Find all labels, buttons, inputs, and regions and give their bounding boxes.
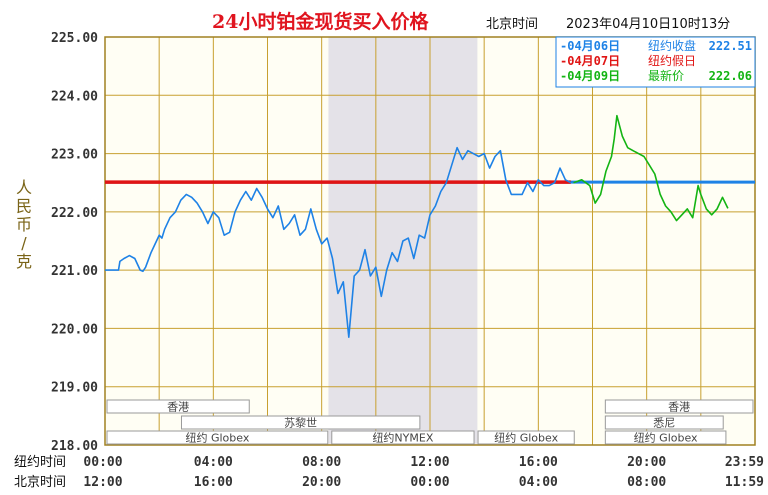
session-label: 悉尼 — [653, 417, 675, 430]
y-tick-label: 221.00 — [51, 264, 98, 279]
plot-border — [104, 36, 756, 446]
labels-layer: 24小时铂金现货买入价格 北京时间 2023年04月10日10时13分225.002… — [14, 10, 764, 490]
x-row1-title: 纽约时间 — [14, 455, 66, 470]
y-tick-label: 225.00 — [51, 31, 98, 46]
legend-layer: -04月06日 纽约收盘 222.51 -04月07日 纽约假日 -04月09日 最新价 22… — [555, 36, 756, 88]
x-row2-title: 北京时间 — [14, 475, 66, 490]
x-tick-label-bj: 12:00 — [83, 475, 122, 490]
session-label: 纽约 Globex — [494, 431, 558, 445]
session-bar — [180, 415, 421, 430]
session-label: 纽约 Globex — [634, 431, 698, 445]
legend-value: 222.51 — [709, 39, 752, 53]
session-label: 纽约 Globex — [185, 431, 249, 445]
session-bar — [106, 430, 329, 445]
x-tick-label-ny: 00:00 — [83, 455, 122, 470]
x-tick-label-bj: 16:00 — [194, 475, 233, 490]
y-tick-label: 220.00 — [51, 322, 98, 337]
y-tick-label: 222.00 — [51, 206, 98, 221]
x-tick-label-bj: 20:00 — [302, 475, 341, 490]
series-line-1 — [573, 114, 729, 222]
series-layer — [105, 114, 755, 339]
legend-value: 222.06 — [709, 69, 752, 83]
y-tick-label: 218.00 — [51, 439, 98, 454]
y-tick-label: 223.00 — [51, 148, 98, 163]
session-bar — [604, 399, 754, 414]
session-label: 纽约NYMEX — [372, 431, 433, 445]
session-label: 香港 — [668, 401, 690, 414]
x-tick-label-ny: 20:00 — [627, 455, 666, 470]
x-tick-label-bj: 11:59 — [725, 475, 764, 490]
session-bar — [604, 415, 724, 430]
legend-label: 纽约假日 — [648, 53, 696, 68]
legend-date: -04月09日 — [560, 69, 620, 83]
header-datetime: 2023年04月10日10时13分 — [566, 17, 730, 32]
y-axis-label-char: 克 — [16, 252, 32, 271]
y-axis-label-char: 人 — [16, 178, 32, 197]
y-tick-label: 224.00 — [51, 89, 98, 104]
x-tick-label-ny: 08:00 — [302, 455, 341, 470]
series-line-0 — [105, 146, 572, 339]
header-time-label: 北京时间 — [486, 17, 538, 32]
legend-box — [555, 36, 756, 88]
x-tick-label-bj: 00:00 — [410, 475, 449, 490]
session-label: 苏黎世 — [284, 416, 317, 430]
x-tick-label-bj: 08:00 — [627, 475, 666, 490]
session-bar — [331, 430, 475, 445]
session-bar — [604, 430, 727, 445]
x-tick-label-bj: 04:00 — [519, 475, 558, 490]
chart-title: 24小时铂金现货买入价格 — [212, 10, 429, 33]
x-tick-label-ny: 23:59 — [725, 455, 764, 470]
session-bar — [106, 399, 250, 414]
y-axis-label-char: 币 — [16, 215, 32, 234]
y-axis-label-char: 民 — [16, 197, 32, 216]
legend-date: -04月07日 — [560, 54, 620, 68]
legend-label: 最新价 — [648, 68, 684, 83]
session-label: 香港 — [167, 401, 189, 414]
y-axis-label-char: / — [21, 234, 27, 253]
y-tick-label: 219.00 — [51, 381, 98, 396]
session-bar — [477, 430, 575, 445]
x-tick-label-ny: 04:00 — [194, 455, 233, 470]
x-tick-label-ny: 16:00 — [519, 455, 558, 470]
x-tick-label-ny: 12:00 — [410, 455, 449, 470]
legend-label: 纽约收盘 — [648, 38, 696, 53]
legend-date: -04月06日 — [560, 39, 620, 53]
